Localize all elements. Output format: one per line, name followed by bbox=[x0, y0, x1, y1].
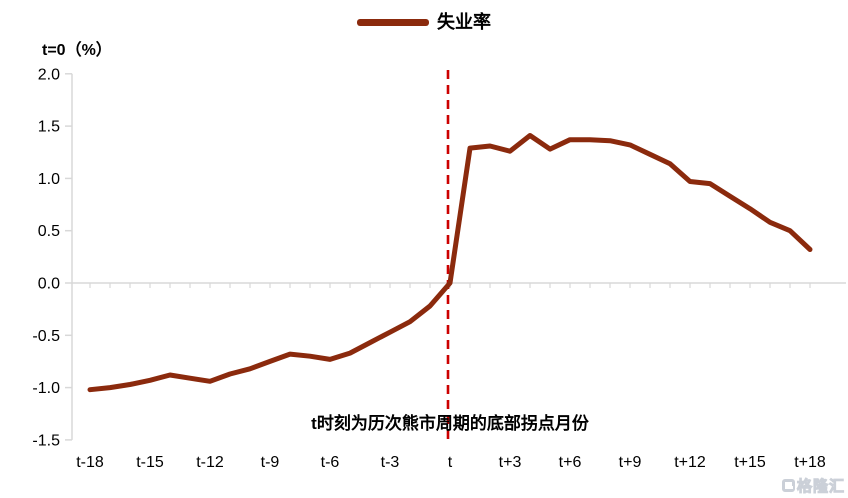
bottom-inflection-annotation: t时刻为历次熊市周期的底部拐点月份 bbox=[311, 413, 590, 433]
axes-layer: 2.0 1.5 1.0 0.5 0.0 -0.5 -1.0 -1.5 t-18 t-15 t-12 t… bbox=[32, 66, 846, 471]
x-tick-label: t+12 bbox=[674, 454, 706, 471]
x-tick-label: t+3 bbox=[499, 454, 522, 471]
x-tick-label: t-18 bbox=[76, 454, 104, 471]
y-tick-label: 1.5 bbox=[38, 119, 60, 136]
x-tick-label: t+6 bbox=[559, 454, 582, 471]
y-tick-label: -0.5 bbox=[32, 328, 60, 345]
watermark-text: 格隆汇 bbox=[796, 478, 845, 496]
series-line-unemployment bbox=[87, 133, 813, 393]
series-layer bbox=[87, 133, 813, 393]
y-tick-label: 1.0 bbox=[38, 171, 60, 188]
x-tick-label: t-15 bbox=[136, 454, 164, 471]
x-tick-label: t-9 bbox=[261, 454, 280, 471]
y-tick-label: 2.0 bbox=[38, 66, 60, 83]
y-tick-label: 0.5 bbox=[38, 223, 60, 240]
y-tick-label: -1.0 bbox=[32, 380, 60, 397]
x-tick-label: t-6 bbox=[321, 454, 340, 471]
x-tick-label: t-3 bbox=[381, 454, 400, 471]
x-tick-label: t+15 bbox=[734, 454, 766, 471]
watermark: 格隆汇 bbox=[781, 475, 845, 496]
x-tick-label: t+18 bbox=[794, 454, 826, 471]
gelonghui-logo-icon bbox=[781, 479, 795, 492]
x-tick-label: t bbox=[448, 454, 453, 471]
x-tick-label: t+9 bbox=[619, 454, 642, 471]
y-tick-label: 0.0 bbox=[38, 276, 60, 293]
y-axis-title: t=0（%） bbox=[42, 42, 112, 59]
x-tick-label: t-12 bbox=[196, 454, 224, 471]
y-tick-label: -1.5 bbox=[32, 432, 60, 449]
